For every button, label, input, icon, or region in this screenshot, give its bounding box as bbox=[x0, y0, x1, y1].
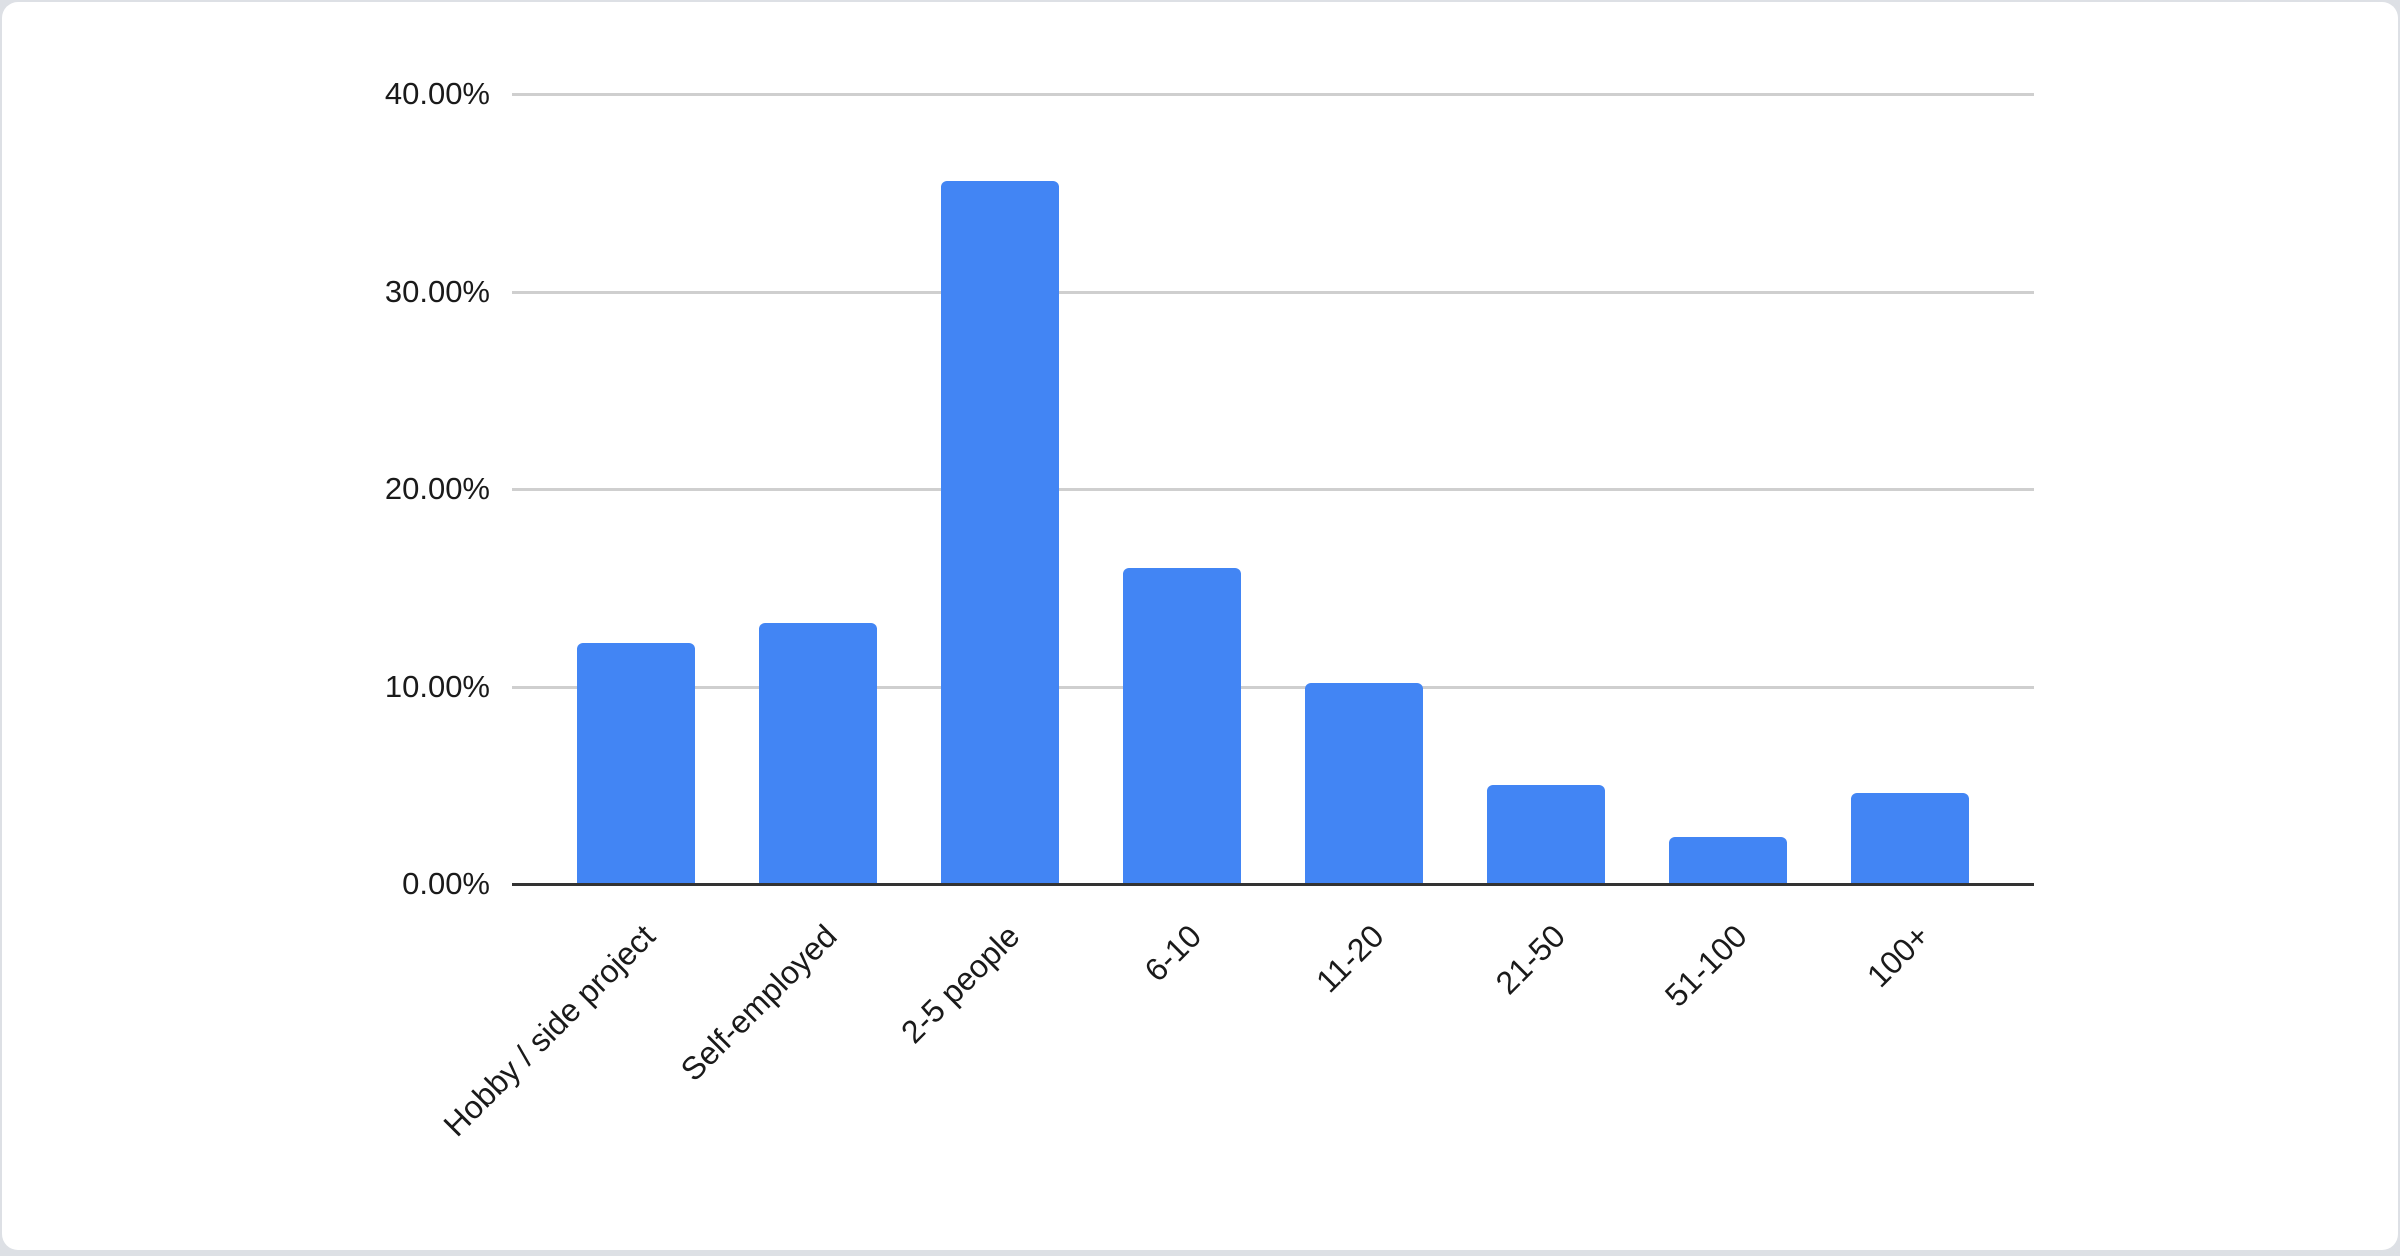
x-tick-label: 51-100 bbox=[1658, 917, 1755, 1014]
x-tick-label: 21-50 bbox=[1488, 917, 1573, 1002]
y-tick-label: 40.00% bbox=[384, 76, 490, 111]
gridline-10 bbox=[512, 685, 2034, 689]
x-tick-label: 2-5 people bbox=[893, 917, 1027, 1051]
bar-self-employed[interactable] bbox=[759, 623, 877, 884]
bar-11-20[interactable] bbox=[1305, 683, 1423, 884]
x-tick-label: 11-20 bbox=[1308, 917, 1391, 1000]
y-tick-label: 20.00% bbox=[384, 471, 490, 506]
bar-21-50[interactable] bbox=[1487, 785, 1605, 884]
x-tick-label: Self-employed bbox=[674, 917, 845, 1088]
bar-2-5-people[interactable] bbox=[941, 181, 1059, 884]
bar-hobby-side-project[interactable] bbox=[577, 643, 695, 884]
gridline-30 bbox=[512, 290, 2034, 294]
y-tick-label: 30.00% bbox=[384, 273, 490, 309]
x-tick-label: Hobby / side project bbox=[436, 917, 663, 1144]
y-tick-label: 10.00% bbox=[384, 668, 490, 704]
bar-6-10[interactable] bbox=[1123, 568, 1241, 884]
y-tick-label: 0.00% bbox=[402, 866, 490, 901]
x-axis-line bbox=[512, 883, 2034, 886]
bar-51-100[interactable] bbox=[1669, 837, 1787, 884]
x-tick-label: 6-10 bbox=[1137, 917, 1209, 989]
gridline-20 bbox=[512, 488, 2034, 491]
gridline-40 bbox=[512, 93, 2034, 96]
bar-100[interactable] bbox=[1851, 793, 1969, 884]
x-tick-label: 100+ bbox=[1859, 917, 1937, 995]
